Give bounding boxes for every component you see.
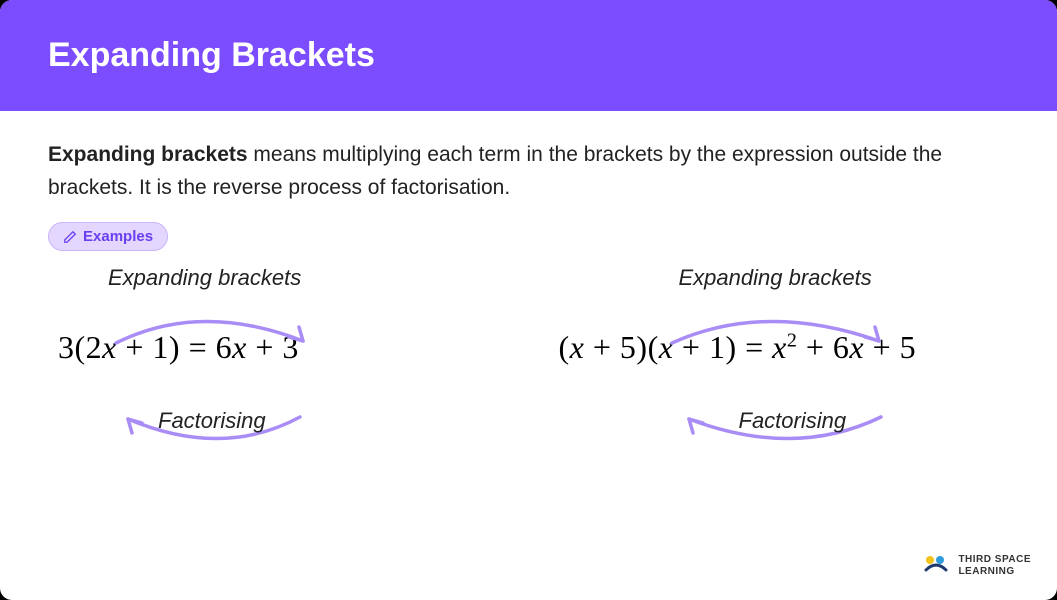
- header: Expanding Brackets: [0, 0, 1057, 111]
- expanding-label: Expanding brackets: [108, 265, 301, 291]
- example-2: Expanding brackets (x + 5)(x + 1) = x2 +…: [549, 261, 1010, 434]
- example-1: Expanding brackets 3(2x + 1) = 6x + 3 Fa…: [48, 261, 509, 434]
- description-bold: Expanding brackets: [48, 143, 248, 166]
- content: Expanding brackets means multiplying eac…: [0, 111, 1057, 454]
- examples-badge: Examples: [48, 222, 168, 251]
- expanding-label: Expanding brackets: [679, 265, 872, 291]
- card: Expanding Brackets Expanding brackets me…: [0, 0, 1057, 600]
- brand-logo: THIRD SPACE LEARNING: [922, 554, 1031, 578]
- factorising-label: Factorising: [739, 408, 847, 434]
- page-title: Expanding Brackets: [48, 36, 1009, 75]
- examples-row: Expanding brackets 3(2x + 1) = 6x + 3 Fa…: [48, 261, 1009, 434]
- logo-icon: [922, 556, 950, 576]
- badge-label: Examples: [83, 228, 153, 245]
- description: Expanding brackets means multiplying eac…: [48, 139, 1009, 204]
- logo-text: THIRD SPACE LEARNING: [958, 554, 1031, 578]
- arrow-expanding-icon: [108, 307, 313, 354]
- pencil-icon: [63, 230, 77, 244]
- arrow-expanding-icon: [664, 307, 889, 354]
- factorising-label: Factorising: [158, 408, 266, 434]
